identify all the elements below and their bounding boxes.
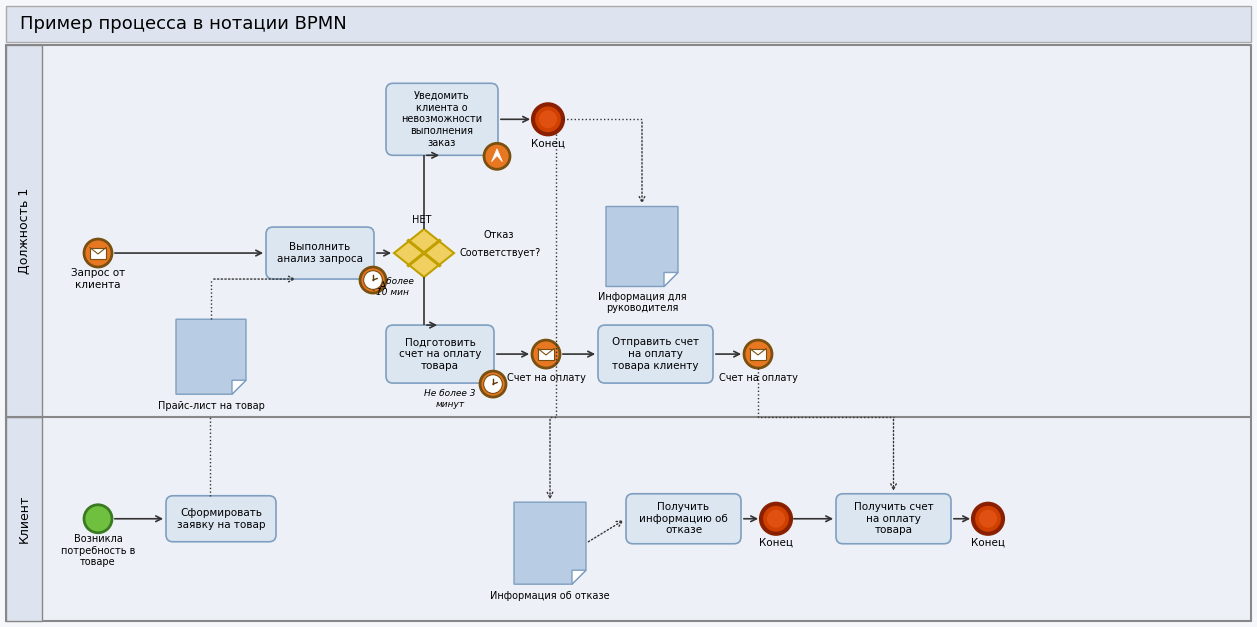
Text: Не более 3
минут: Не более 3 минут [425, 389, 475, 409]
Text: ДА: ДА [373, 281, 387, 291]
Polygon shape [664, 273, 678, 287]
Circle shape [484, 375, 503, 394]
FancyBboxPatch shape [598, 325, 713, 383]
Text: Возникла
потребность в
товаре: Возникла потребность в товаре [60, 534, 136, 567]
Text: Подготовить
счет на оплату
товара: Подготовить счет на оплату товара [398, 337, 481, 371]
Circle shape [532, 340, 561, 368]
Polygon shape [572, 570, 586, 584]
Polygon shape [606, 206, 678, 287]
Text: Конец: Конец [759, 538, 793, 548]
Bar [91, 248, 106, 258]
Text: Конец: Конец [970, 538, 1006, 548]
FancyBboxPatch shape [836, 493, 952, 544]
Polygon shape [491, 149, 503, 162]
FancyBboxPatch shape [386, 83, 498, 155]
Text: Отправить счет
на оплату
товара клиенту: Отправить счет на оплату товара клиенту [612, 337, 699, 371]
Circle shape [533, 104, 563, 134]
Text: Соответствует?: Соответствует? [460, 248, 542, 258]
Bar [750, 349, 766, 359]
Circle shape [973, 503, 1003, 534]
Circle shape [760, 503, 791, 534]
Circle shape [480, 371, 507, 397]
Text: Счет на оплату: Счет на оплату [507, 373, 586, 383]
Polygon shape [176, 319, 246, 394]
Circle shape [767, 510, 786, 528]
Circle shape [360, 267, 386, 293]
Circle shape [979, 510, 997, 528]
Circle shape [84, 505, 112, 533]
Circle shape [363, 271, 382, 290]
Text: Уведомить
клиента о
невозможности
выполнения
заказ: Уведомить клиента о невозможности выполн… [401, 91, 483, 147]
FancyBboxPatch shape [626, 493, 740, 544]
Text: Выполнить
анализ запроса: Выполнить анализ запроса [277, 242, 363, 264]
Circle shape [484, 144, 510, 169]
Bar [538, 349, 554, 359]
Text: Получить счет
на оплату
товара: Получить счет на оплату товара [854, 502, 933, 535]
Bar [6, 416, 41, 621]
Text: Конец: Конец [530, 139, 564, 149]
Text: Сформировать
заявку на товар: Сформировать заявку на товар [177, 508, 265, 530]
FancyBboxPatch shape [386, 325, 494, 383]
Polygon shape [514, 502, 586, 584]
FancyBboxPatch shape [266, 227, 375, 279]
Circle shape [84, 239, 112, 267]
Text: Не более
10 мин: Не более 10 мин [371, 277, 414, 297]
Circle shape [744, 340, 772, 368]
Polygon shape [393, 229, 454, 277]
Text: Клиент: Клиент [18, 495, 30, 543]
Bar [6, 45, 41, 416]
FancyBboxPatch shape [166, 496, 277, 542]
Text: НЕТ: НЕТ [412, 215, 431, 225]
Text: Информация для
руководителя: Информация для руководителя [597, 292, 686, 314]
Polygon shape [233, 380, 246, 394]
Circle shape [539, 110, 557, 129]
Text: Информация об отказе: Информация об отказе [490, 591, 610, 601]
Text: Запрос от
клиента: Запрос от клиента [70, 268, 124, 290]
Text: Отказ: Отказ [484, 230, 514, 240]
Bar [6, 6, 1251, 42]
Text: Получить
информацию об
отказе: Получить информацию об отказе [639, 502, 728, 535]
Text: Прайс-лист на товар: Прайс-лист на товар [157, 401, 264, 411]
Text: Счет на оплату: Счет на оплату [719, 373, 797, 383]
Text: Пример процесса в нотации BPMN: Пример процесса в нотации BPMN [20, 15, 347, 33]
Text: Должность 1: Должность 1 [18, 187, 30, 274]
